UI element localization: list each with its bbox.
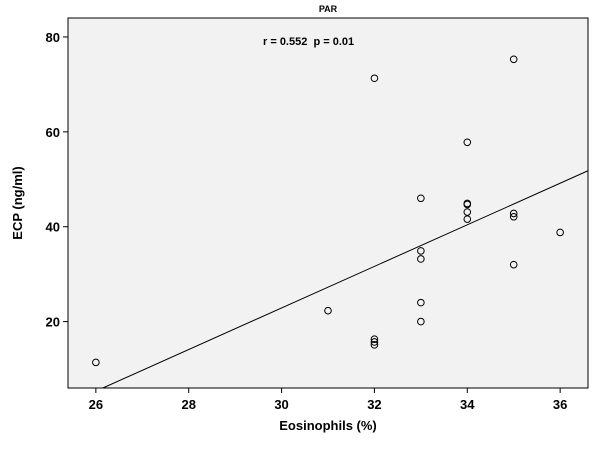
x-axis: 26 28 30 32 34 36 — [89, 388, 567, 412]
x-tick-label: 34 — [460, 397, 475, 412]
data-points — [92, 55, 564, 367]
plot-area — [67, 17, 589, 389]
data-point — [370, 341, 379, 349]
data-point — [463, 200, 472, 209]
x-tick-label: 26 — [89, 397, 103, 412]
data-point — [417, 317, 425, 326]
regression-line-group — [102, 170, 589, 389]
chart-title: PAR — [319, 4, 338, 14]
data-point — [417, 247, 425, 255]
data-point — [509, 260, 518, 269]
y-tick-label: 80 — [46, 30, 60, 45]
data-point — [509, 212, 518, 221]
data-point — [324, 306, 332, 315]
x-axis-title: Eosinophils (%) — [279, 418, 377, 433]
y-axis: 20 40 60 80 — [46, 30, 68, 330]
data-point — [463, 208, 472, 216]
data-point — [463, 215, 472, 223]
x-tick-label: 30 — [274, 397, 288, 412]
data-point — [417, 255, 425, 263]
y-tick-label: 60 — [46, 125, 60, 140]
data-point — [92, 358, 100, 367]
data-point — [370, 338, 379, 346]
data-point — [556, 228, 564, 237]
data-point — [370, 335, 379, 343]
regression-line — [102, 170, 589, 389]
x-tick-label: 36 — [553, 397, 567, 412]
data-point — [417, 298, 425, 307]
y-tick-label: 20 — [46, 315, 60, 330]
data-point — [417, 194, 425, 203]
data-point — [509, 55, 518, 64]
x-tick-label: 28 — [181, 397, 195, 412]
y-axis-title: ECP (ng/ml) — [10, 166, 25, 239]
data-point — [370, 74, 379, 83]
y-tick-label: 40 — [46, 220, 60, 235]
data-point — [463, 138, 472, 147]
data-point — [509, 209, 518, 218]
x-tick-label: 32 — [367, 397, 381, 412]
correlation-annotation: r = 0.552 p = 0.01 — [263, 36, 354, 48]
